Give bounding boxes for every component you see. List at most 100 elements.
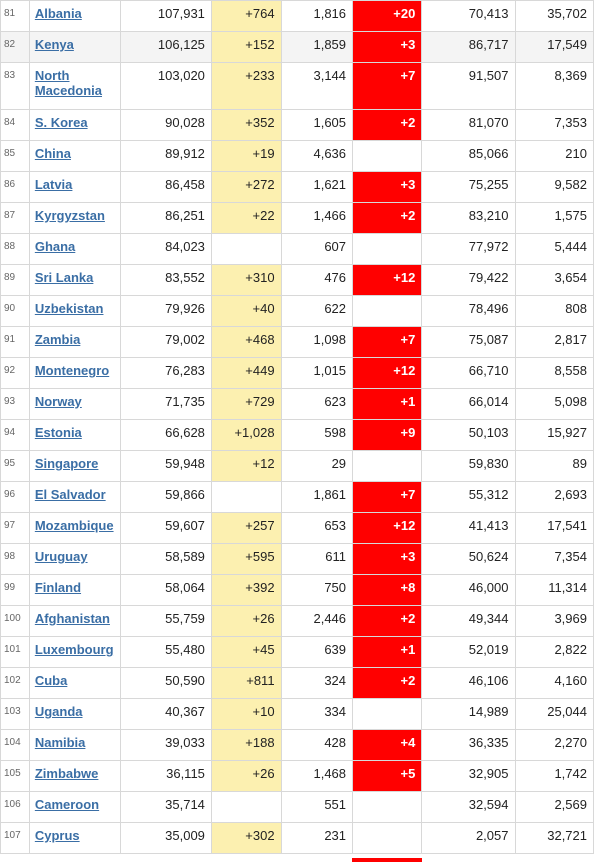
row-rank: 81 bbox=[0, 0, 30, 32]
country-link[interactable]: S. Korea bbox=[34, 115, 88, 130]
table-row: 103 Uganda 40,367 +10 334 14,989 25,044 bbox=[0, 698, 594, 730]
country-link[interactable]: Cyprus bbox=[34, 828, 80, 843]
total-recovered-cell: 81,070 bbox=[421, 109, 516, 141]
country-link[interactable]: Cuba bbox=[34, 673, 68, 688]
total-recovered-cell: 32,594 bbox=[421, 791, 516, 823]
total-deaths-cell: 1,605 bbox=[280, 109, 354, 141]
country-link[interactable]: Zambia bbox=[34, 332, 81, 347]
table-row: 94 Estonia 66,628 +1,028 598 +9 50,103 15,927 bbox=[0, 419, 594, 451]
country-link[interactable]: Kyrgyzstan bbox=[34, 208, 105, 223]
country-link[interactable]: Afghanistan bbox=[34, 611, 110, 626]
country-link[interactable]: Finland bbox=[34, 580, 82, 595]
new-deaths-cell: +3 bbox=[352, 543, 423, 575]
country-link[interactable]: Uruguay bbox=[34, 549, 88, 564]
new-cases-cell: +10 bbox=[210, 698, 282, 730]
new-cases-cell: +188 bbox=[210, 729, 282, 761]
country-link[interactable]: Uganda bbox=[34, 704, 83, 719]
total-cases-cell: 84,023 bbox=[119, 233, 212, 265]
active-cases-cell: 7,353 bbox=[514, 109, 594, 141]
country-link[interactable]: Montenegro bbox=[34, 363, 110, 378]
new-cases-cell: +233 bbox=[210, 62, 282, 110]
country-link[interactable]: El Salvador bbox=[34, 487, 106, 502]
active-cases-cell: 210 bbox=[514, 140, 594, 172]
total-recovered-cell: 41,413 bbox=[421, 512, 516, 544]
new-deaths-cell bbox=[352, 295, 423, 327]
country-cell: Uzbekistan bbox=[28, 295, 121, 327]
active-cases-cell: 1,575 bbox=[514, 202, 594, 234]
total-deaths-cell: 1,816 bbox=[280, 0, 354, 32]
country-link[interactable]: Kenya bbox=[34, 37, 74, 52]
table-row: 96 El Salvador 59,866 1,861 +7 55,312 2,693 bbox=[0, 481, 594, 513]
new-deaths-cell: +2 bbox=[352, 667, 423, 699]
country-link[interactable]: Uzbekistan bbox=[34, 301, 104, 316]
total-recovered-cell: 36,335 bbox=[421, 729, 516, 761]
active-cases-cell: 5,444 bbox=[514, 233, 594, 265]
active-cases-cell: 2,822 bbox=[514, 636, 594, 668]
country-link[interactable]: Albania bbox=[34, 6, 82, 21]
total-cases-cell: 35,714 bbox=[119, 791, 212, 823]
active-cases-cell: 7,354 bbox=[514, 543, 594, 575]
total-recovered-cell: 14,989 bbox=[421, 698, 516, 730]
total-cases-cell: 71,735 bbox=[119, 388, 212, 420]
row-rank: 91 bbox=[0, 326, 30, 358]
country-link[interactable]: Estonia bbox=[34, 425, 82, 440]
country-link[interactable]: Namibia bbox=[34, 735, 86, 750]
new-cases-cell bbox=[210, 233, 282, 265]
total-cases-cell: 90,028 bbox=[119, 109, 212, 141]
total-recovered-cell: 46,000 bbox=[421, 574, 516, 606]
country-link[interactable]: Luxembourg bbox=[34, 642, 114, 657]
total-deaths-cell: 622 bbox=[280, 295, 354, 327]
table-row: 81 Albania 107,931 +764 1,816 +20 70,413 35,702 bbox=[0, 0, 594, 32]
total-recovered-cell: 32,905 bbox=[421, 760, 516, 792]
total-recovered-cell: 55,312 bbox=[421, 481, 516, 513]
new-deaths-cell: +1 bbox=[352, 636, 423, 668]
country-cell: Norway bbox=[28, 388, 121, 420]
country-link[interactable]: Cameroon bbox=[34, 797, 100, 812]
total-deaths-cell: 29 bbox=[280, 450, 354, 482]
country-link[interactable]: Singapore bbox=[34, 456, 99, 471]
country-link[interactable]: China bbox=[34, 146, 71, 161]
country-link[interactable]: Mozambique bbox=[34, 518, 114, 533]
country-link[interactable]: Ghana bbox=[34, 239, 76, 254]
new-cases-cell: +468 bbox=[210, 326, 282, 358]
country-cell: Afghanistan bbox=[28, 605, 121, 637]
new-cases-cell: +40 bbox=[210, 295, 282, 327]
active-cases-cell: 3,654 bbox=[514, 264, 594, 296]
country-cell: Cameroon bbox=[28, 791, 121, 823]
country-cell: China bbox=[28, 140, 121, 172]
new-cases-cell: +26 bbox=[210, 760, 282, 792]
new-cases-cell: +19 bbox=[210, 140, 282, 172]
new-deaths-cell: +7 bbox=[352, 62, 423, 110]
country-link[interactable]: North Macedonia bbox=[34, 68, 103, 98]
bottom-edge bbox=[0, 858, 594, 862]
country-cell: Mozambique bbox=[28, 512, 121, 544]
total-cases-cell: 39,033 bbox=[119, 729, 212, 761]
new-cases-cell bbox=[210, 791, 282, 823]
table-row: 91 Zambia 79,002 +468 1,098 +7 75,087 2,817 bbox=[0, 326, 594, 358]
country-link[interactable]: Zimbabwe bbox=[34, 766, 99, 781]
new-cases-cell: +764 bbox=[210, 0, 282, 32]
total-deaths-cell: 607 bbox=[280, 233, 354, 265]
active-cases-cell: 11,314 bbox=[514, 574, 594, 606]
total-cases-cell: 106,125 bbox=[119, 31, 212, 63]
total-cases-cell: 103,020 bbox=[119, 62, 212, 110]
country-link[interactable]: Latvia bbox=[34, 177, 73, 192]
country-cell: Zambia bbox=[28, 326, 121, 358]
row-rank: 102 bbox=[0, 667, 30, 699]
table-row: 92 Montenegro 76,283 +449 1,015 +12 66,710 8,55… bbox=[0, 357, 594, 389]
row-rank: 88 bbox=[0, 233, 30, 265]
country-link[interactable]: Norway bbox=[34, 394, 82, 409]
total-recovered-cell: 75,255 bbox=[421, 171, 516, 203]
new-cases-cell: +22 bbox=[210, 202, 282, 234]
total-recovered-cell: 50,103 bbox=[421, 419, 516, 451]
total-recovered-cell: 46,106 bbox=[421, 667, 516, 699]
total-deaths-cell: 639 bbox=[280, 636, 354, 668]
new-deaths-cell bbox=[352, 140, 423, 172]
country-link[interactable]: Sri Lanka bbox=[34, 270, 94, 285]
table-row: 89 Sri Lanka 83,552 +310 476 +12 79,422 3,654 bbox=[0, 264, 594, 296]
total-deaths-cell: 1,466 bbox=[280, 202, 354, 234]
total-deaths-cell: 1,859 bbox=[280, 31, 354, 63]
row-rank: 83 bbox=[0, 62, 30, 110]
active-cases-cell: 15,927 bbox=[514, 419, 594, 451]
country-cell: North Macedonia bbox=[28, 62, 121, 110]
